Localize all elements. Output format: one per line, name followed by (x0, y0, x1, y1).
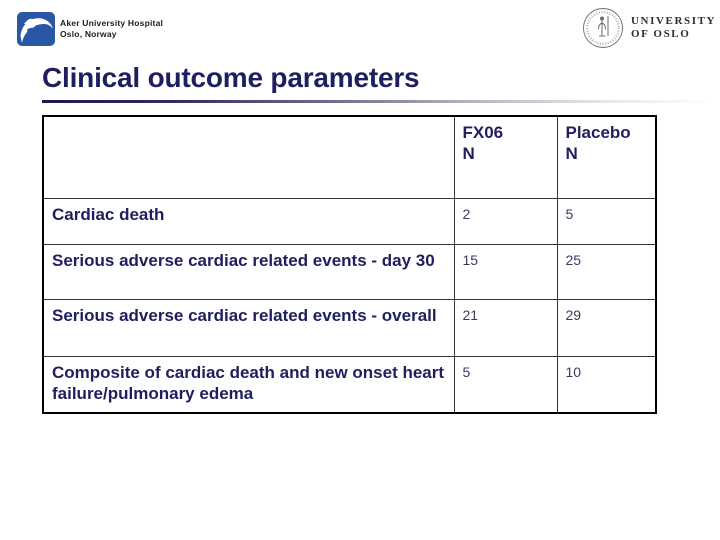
table-row: Serious adverse cardiac related events -… (42, 298, 657, 357)
header-fx06: FX06 N (453, 115, 558, 199)
aker-logo-line1: Aker University Hospital (60, 18, 164, 28)
uio-logo-line1: UNIVERSITY (631, 15, 717, 27)
header-fx06-label: FX06 (462, 123, 504, 142)
header-fx06-sub: N (462, 144, 475, 163)
row-fx06-value: 5 (453, 355, 558, 414)
row-placebo-value: 29 (556, 298, 657, 357)
uio-logo: UNIVERSITY OF OSLO (582, 7, 716, 49)
aker-logo: Aker University Hospital Oslo, Norway (17, 12, 163, 46)
row-placebo-value: 25 (556, 243, 657, 300)
row-label: Serious adverse cardiac related events -… (42, 298, 455, 357)
header-placebo-label: Placebo (565, 123, 631, 142)
uio-seal-icon (582, 7, 624, 49)
row-fx06-value: 15 (453, 243, 558, 300)
page-title: Clinical outcome parameters (42, 62, 420, 93)
aker-logo-line2: Oslo, Norway (60, 29, 117, 39)
uio-logo-line2: OF OSLO (631, 28, 691, 40)
row-label: Composite of cardiac death and new onset… (42, 355, 455, 414)
row-placebo-value: 5 (556, 197, 657, 245)
header-placebo-sub: N (565, 144, 578, 163)
table-header-row: FX06 N Placebo N (42, 115, 657, 199)
row-fx06-value: 2 (453, 197, 558, 245)
aker-logo-text: Aker University Hospital Oslo, Norway (60, 18, 163, 40)
row-label: Cardiac death (42, 197, 455, 245)
aker-logo-icon (17, 12, 55, 46)
outcomes-table: FX06 N Placebo N Cardiac death 2 5 Serio… (42, 115, 657, 414)
header-empty-cell (42, 115, 455, 199)
row-placebo-value: 10 (556, 355, 657, 414)
table-row: Cardiac death 2 5 (42, 197, 657, 245)
row-label: Serious adverse cardiac related events -… (42, 243, 455, 300)
table-row: Serious adverse cardiac related events -… (42, 243, 657, 300)
table-row: Composite of cardiac death and new onset… (42, 355, 657, 414)
header-placebo: Placebo N (556, 115, 657, 199)
row-fx06-value: 21 (453, 298, 558, 357)
uio-logo-text: UNIVERSITY OF OSLO (631, 15, 716, 41)
title-underline (42, 100, 714, 103)
